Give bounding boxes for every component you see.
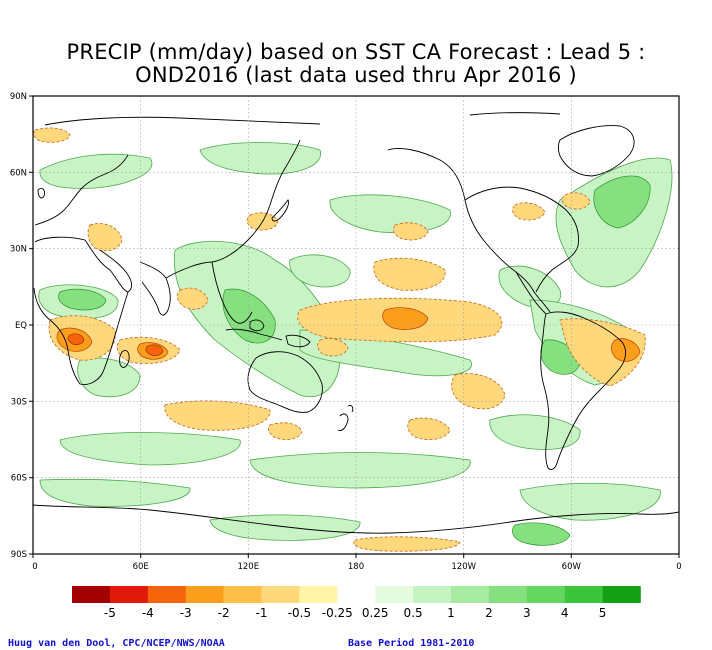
colorbar-swatch xyxy=(223,586,262,603)
lat-label: 60N xyxy=(10,168,27,178)
lat-label: EQ xyxy=(15,321,27,331)
coastline-japan xyxy=(271,199,289,222)
colorbar-label: -1 xyxy=(256,606,268,620)
graticule xyxy=(33,96,679,554)
dry-anomaly-regions xyxy=(33,127,646,552)
colorbar-swatch xyxy=(261,586,300,603)
lat-label: 30S xyxy=(11,397,27,407)
colorbar-swatch xyxy=(147,586,186,603)
colorbar-label: 0.25 xyxy=(362,606,389,620)
colorbar-label: 2 xyxy=(485,606,493,620)
coastline-new-zealand xyxy=(337,405,354,431)
lat-label: 30N xyxy=(10,245,27,255)
axis-ticks xyxy=(29,95,680,558)
colorbar-swatch xyxy=(299,586,338,603)
coastline-uk xyxy=(37,187,45,199)
colorbar-label: -5 xyxy=(104,606,116,620)
colorbar-swatch xyxy=(488,586,528,603)
colorbar-label: 4 xyxy=(561,606,569,620)
colorbar-label: 5 xyxy=(599,606,607,620)
colorbar-swatch xyxy=(185,586,224,603)
coastline-africa xyxy=(33,236,129,385)
colorbar-label: -0.5 xyxy=(288,606,311,620)
colorbar-swatch xyxy=(564,586,603,603)
strong-dry-anomaly-regions xyxy=(56,307,641,362)
lat-label: 90S xyxy=(11,550,27,560)
colorbar: -5 -4 -3 -2 -1 -0.5 -0.25 0.25 0.5 1 2 3 4 5 xyxy=(72,586,641,620)
lon-label: 60E xyxy=(133,562,149,572)
colorbar-swatch xyxy=(337,586,376,603)
colorbar-swatch xyxy=(451,586,490,603)
lat-label: 60S xyxy=(11,474,27,484)
coastline-asia-east xyxy=(165,139,301,279)
colorbar-label: -0.25 xyxy=(322,606,353,620)
coastline-indonesia xyxy=(225,319,283,341)
coastline-arabia xyxy=(99,249,133,293)
coastline-australia xyxy=(247,351,323,413)
colorbar-swatch xyxy=(375,586,414,603)
coastlines xyxy=(33,112,679,534)
coastline-central-america xyxy=(515,271,547,315)
coastline-new-guinea xyxy=(285,334,311,348)
colorbar-swatch xyxy=(413,586,452,603)
lon-label: 180 xyxy=(348,562,364,572)
coastline-europe xyxy=(34,154,129,226)
lon-label: 120W xyxy=(451,562,476,572)
strong-wet-anomaly-regions xyxy=(58,175,651,546)
extreme-dry-anomaly-regions xyxy=(67,333,164,356)
lon-label: 60W xyxy=(562,562,582,572)
lon-label: 0 xyxy=(676,562,681,572)
colorbar-swatch xyxy=(72,586,111,603)
coastline-madagascar xyxy=(119,349,130,368)
coastline-arctic xyxy=(44,112,561,126)
coastline-india xyxy=(139,261,171,316)
lon-label: 0 xyxy=(32,562,37,572)
coastline-southeast-asia xyxy=(211,261,253,324)
anomaly-fields xyxy=(33,127,673,552)
coastline-antarctica xyxy=(33,504,679,534)
colorbar-swatch xyxy=(109,586,149,603)
chart-title-line-2: OND2016 (last data used thru Apr 2016 ) xyxy=(135,63,577,87)
precip-map: 90N 60N 30N EQ 30S 60S 90S 0 60E 120E 18… xyxy=(10,92,682,620)
colorbar-label: 1 xyxy=(447,606,455,620)
longitude-labels: 0 60E 120E 180 120W 60W 0 xyxy=(32,562,681,572)
colorbar-label: -3 xyxy=(180,606,192,620)
colorbar-label: 0.5 xyxy=(404,606,423,620)
coastline-north-america xyxy=(387,148,579,313)
chart-title-line-1: PRECIP (mm/day) based on SST CA Forecast… xyxy=(66,40,646,64)
lon-label: 120E xyxy=(237,562,259,572)
colorbar-label: -2 xyxy=(218,606,230,620)
credit-text: Huug van den Dool, CPC/NCEP/NWS/NOAA xyxy=(8,638,225,649)
colorbar-label: -4 xyxy=(142,606,154,620)
wet-anomaly-regions xyxy=(38,142,673,541)
base-period-text: Base Period 1981-2010 xyxy=(348,638,475,649)
coastline-south-america xyxy=(540,311,627,471)
coastline-greenland xyxy=(558,125,635,177)
colorbar-label: 3 xyxy=(523,606,531,620)
lat-label: 90N xyxy=(10,92,27,102)
latitude-labels: 90N 60N 30N EQ 30S 60S 90S xyxy=(10,92,27,560)
colorbar-swatch xyxy=(602,586,641,603)
colorbar-swatch xyxy=(526,586,565,603)
